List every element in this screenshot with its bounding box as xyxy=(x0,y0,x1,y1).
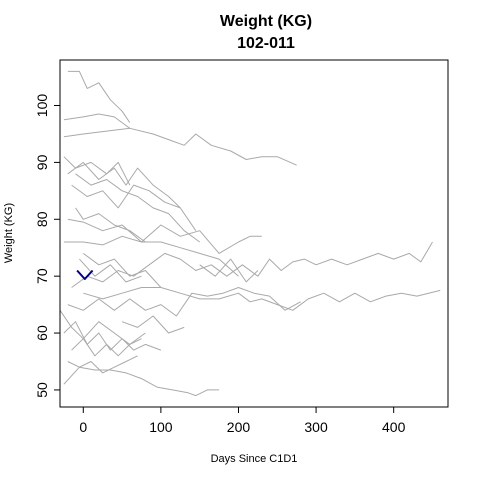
series-line-2 xyxy=(63,113,131,129)
x-tick-label: 200 xyxy=(227,419,251,435)
y-tick-label: 50 xyxy=(34,382,50,398)
series-line-5 xyxy=(67,161,181,209)
series-line-8 xyxy=(75,207,146,243)
y-tick-label: 60 xyxy=(34,325,50,341)
series-layer xyxy=(59,70,441,397)
highlight-series-line xyxy=(76,269,94,280)
x-axis-label: Days Since C1D1 xyxy=(211,453,298,465)
x-tick-label: 100 xyxy=(149,419,173,435)
x-tick-label: 0 xyxy=(79,419,87,435)
y-axis: 50 60 70 80 90 100 xyxy=(34,94,61,398)
y-tick-label: 80 xyxy=(34,211,50,227)
y-tick-label: 70 xyxy=(34,268,50,284)
y-axis-label: Weight (KG) xyxy=(3,203,15,263)
series-line-14 xyxy=(67,287,301,317)
series-line-9 xyxy=(67,218,262,254)
series-line-17 xyxy=(71,338,142,357)
series-line-1 xyxy=(67,70,131,123)
x-tick-label: 400 xyxy=(382,419,406,435)
series-line-7 xyxy=(75,173,200,243)
y-tick-label: 100 xyxy=(34,94,50,118)
chart-subtitle: 102-011 xyxy=(237,35,295,52)
series-line-19 xyxy=(63,366,220,397)
x-axis: 0 100 200 300 400 xyxy=(79,406,406,435)
x-tick-label: 300 xyxy=(304,419,328,435)
chart-title: Weight (KG) xyxy=(220,13,312,30)
series-line-6 xyxy=(71,184,197,231)
series-line-11 xyxy=(83,252,162,288)
series-line-3 xyxy=(63,127,297,166)
y-tick-label: 90 xyxy=(34,154,50,170)
series-line-4 xyxy=(63,156,131,186)
series-line-16 xyxy=(63,321,162,351)
series-line-21 xyxy=(121,315,185,334)
plot-frame xyxy=(59,59,449,408)
series-line-13 xyxy=(83,287,441,311)
series-line-10 xyxy=(63,235,239,277)
series-line-20 xyxy=(79,258,142,283)
series-line-22 xyxy=(199,258,259,283)
series-line-12 xyxy=(71,241,433,288)
